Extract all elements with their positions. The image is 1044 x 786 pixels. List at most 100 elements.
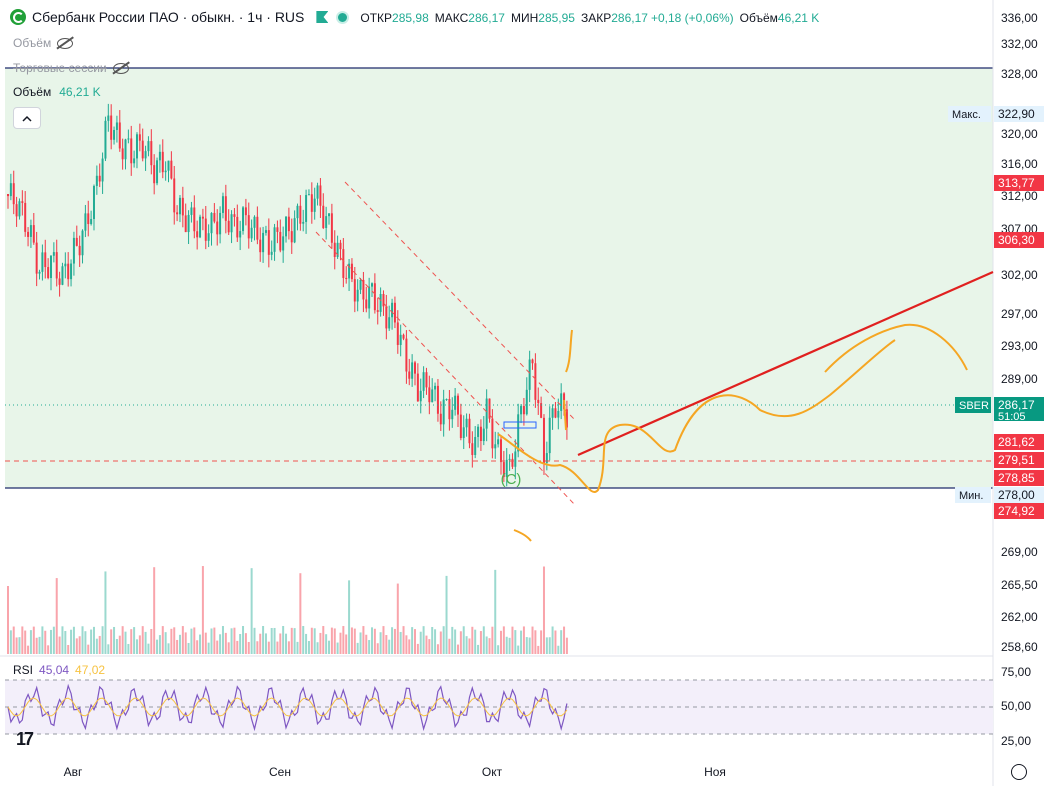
candle-body [542,417,545,463]
candle-body [144,151,147,159]
volume-bar [58,636,61,654]
volume-bar [540,630,543,654]
volume-bar [345,634,348,654]
volume-bar [482,626,485,654]
candle-body [156,160,159,184]
volume-bar [161,626,164,654]
candle-body [290,231,293,243]
volume-bar [368,640,371,654]
volume-bar [491,626,494,654]
volume-bar [153,567,156,654]
price-badge [994,175,1044,191]
volume-bar [353,628,356,654]
volume-bar [178,634,181,654]
volume-bar [451,626,454,654]
volume-bar [534,630,537,654]
volume-bar [7,586,9,654]
candle-body [178,197,181,215]
volume-bar [236,640,239,654]
candle-body [18,201,21,217]
sessions-indicator-row[interactable]: Торговые сессии [13,61,129,75]
candle-body [502,462,505,477]
volume-bar [147,643,150,654]
candle-body [273,227,276,252]
candle-body [107,115,110,121]
candle-body [201,216,204,219]
candle-body [47,267,50,278]
collapse-legend-button[interactable] [13,107,41,129]
volume-indicator-row[interactable]: Объём [13,36,74,50]
volume-bar [253,627,256,654]
candle-body [61,266,64,285]
volume-bar [448,638,451,654]
chevron-up-icon [22,115,32,122]
candle-body [276,227,279,232]
candle-body [353,279,356,302]
candle-body [485,398,488,429]
candle-body [385,306,388,329]
flag-icon[interactable] [316,11,329,23]
price-badge-value: 322,90 [998,107,1035,121]
volume-label: Объём [13,85,52,99]
volume-bar [325,634,328,654]
rsi-tick-label: 75,00 [1001,665,1031,679]
candle-body [528,359,531,390]
volume-bar [47,645,50,654]
candle-body [345,277,348,279]
time-axis-label: Авг [64,765,83,779]
ohlc-value: 46,21 K [777,10,820,25]
candle-body [70,263,73,280]
price-badge [994,470,1044,486]
ohlc-label: МАКС [434,10,469,25]
volume-bar [537,645,540,654]
volume-bar [176,639,179,654]
volume-bar [110,629,113,654]
candle-body [376,310,379,312]
volume-bar [98,635,101,654]
candle-body [454,395,457,410]
hidden-eye-icon[interactable] [112,62,129,74]
volume-bar [121,626,124,654]
volume-bar [87,644,90,654]
candle-body [176,212,179,215]
ohlc-label: Объём [739,10,778,25]
volume-bar [416,643,419,654]
volume-value-row: Объём 46,21 K [13,85,101,99]
volume-bar [242,626,245,654]
candle-body [468,418,471,444]
volume-bar [499,630,502,654]
hidden-eye-icon[interactable] [57,37,74,49]
candle-body [356,289,359,302]
rsi-tick-label: 50,00 [1001,699,1031,713]
tradingview-logo-icon[interactable]: 17 [16,729,34,749]
price-badge-value: 313,77 [998,176,1035,190]
candle-body [474,436,477,455]
settings-gear-icon[interactable] [1011,764,1027,780]
price-badge-value: 281,62 [998,435,1035,449]
candle-body [362,279,365,300]
price-badge-value: 306,30 [998,233,1035,247]
highlight-zone [5,68,993,488]
volume-bar [70,629,73,654]
candle-body [313,198,316,212]
volume-bar [359,632,362,654]
volume-bar [196,640,199,654]
rsi-legend: RSI 45,04 47,02 [13,663,105,677]
price-badge [994,434,1044,450]
volume-bar [130,629,133,654]
volume-bar [78,636,81,654]
volume-bar [396,583,399,654]
volume-bar [379,632,382,654]
volume-bar [256,641,259,654]
time-axis-label: Сен [269,765,291,779]
candle-body [84,213,87,231]
volume-bar [565,637,568,654]
candle-body [9,183,12,197]
volume-bar [365,634,368,654]
volume-bar [425,635,428,654]
volume-bar [319,632,322,654]
candle-body [293,218,296,243]
symbol-title[interactable]: Сбербанк России ПАО · обыкн. · 1ч · RUS [32,9,305,25]
candle-body [379,294,382,312]
